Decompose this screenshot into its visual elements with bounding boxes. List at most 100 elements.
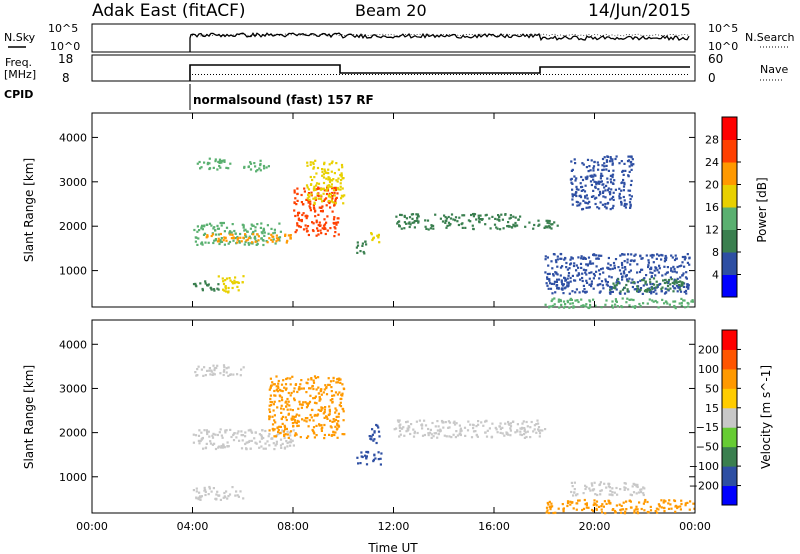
range-time-cell (538, 432, 542, 435)
range-time-cell (574, 192, 577, 195)
range-time-cell (514, 216, 517, 219)
range-time-cell (573, 488, 576, 491)
range-time-cell (308, 419, 311, 422)
range-time-cell (647, 288, 650, 291)
range-time-cell (239, 236, 242, 239)
range-time-cell (341, 383, 344, 386)
range-time-cell (322, 187, 325, 190)
range-time-cell (295, 422, 298, 425)
range-time-cell (429, 428, 432, 431)
range-time-cell (458, 216, 461, 219)
range-time-cell (315, 434, 318, 437)
range-time-cell (605, 159, 608, 162)
range-time-cell (592, 287, 595, 290)
range-time-cell (595, 257, 598, 260)
range-time-cell (569, 258, 572, 261)
range-time-cell (629, 493, 632, 496)
range-time-cell (606, 266, 609, 269)
range-time-cell (429, 227, 432, 230)
range-time-cell (224, 285, 227, 288)
range-time-cell (647, 261, 650, 264)
range-time-cell (612, 169, 615, 172)
range-time-cell (682, 272, 685, 275)
range-time-cell (584, 176, 587, 179)
range-time-cell (198, 491, 201, 494)
range-time-cell (478, 218, 481, 221)
range-time-cell (287, 436, 290, 439)
range-time-cell (195, 496, 198, 499)
range-time-cell (581, 162, 584, 165)
range-time-cell (289, 234, 292, 237)
range-time-cell (229, 428, 232, 431)
range-time-cell (244, 228, 247, 231)
range-time-cell (249, 162, 253, 165)
range-time-cell (280, 383, 284, 386)
range-time-cell (485, 435, 489, 438)
range-time-cell (357, 462, 360, 465)
range-time-cell (660, 287, 663, 290)
range-time-cell (595, 504, 598, 507)
range-time-cell (370, 232, 373, 235)
range-time-cell (470, 213, 473, 217)
range-time-cell (562, 510, 565, 513)
range-time-cell (660, 258, 663, 261)
range-time-cell (207, 430, 210, 433)
range-time-cell (549, 282, 552, 285)
range-time-cell (218, 160, 222, 163)
range-time-cell (277, 428, 280, 432)
range-time-cell (312, 222, 315, 225)
range-time-cell (257, 239, 260, 242)
range-time-cell (309, 163, 312, 166)
range-time-cell (312, 167, 315, 170)
range-time-cell (240, 447, 244, 450)
range-time-cell (636, 290, 639, 293)
range-time-cell (447, 221, 451, 224)
range-time-cell (605, 486, 608, 489)
range-time-cell (261, 239, 264, 242)
range-time-cell (600, 254, 603, 257)
range-time-cell (321, 426, 324, 429)
range-time-cell (603, 162, 606, 165)
range-time-cell (407, 222, 410, 225)
range-time-cell (648, 290, 651, 293)
range-time-cell (266, 224, 269, 227)
range-time-cell (283, 425, 287, 429)
range-time-cell (407, 425, 410, 428)
range-time-cell (609, 292, 612, 295)
range-time-cell (571, 302, 574, 305)
range-time-cell (671, 270, 674, 273)
range-time-cell (207, 493, 210, 496)
range-time-cell (689, 500, 692, 503)
range-time-cell (370, 435, 373, 438)
range-time-cell (216, 227, 220, 230)
range-time-cell (582, 268, 585, 271)
range-time-cell (231, 286, 234, 290)
range-time-cell (523, 429, 526, 433)
range-time-cell (286, 430, 289, 433)
range-time-cell (258, 433, 261, 436)
range-time-cell (242, 226, 245, 229)
range-time-cell (634, 508, 637, 511)
range-time-cell (225, 239, 228, 242)
range-time-cell (651, 271, 654, 275)
range-time-cell (448, 426, 451, 429)
velocity-range-time-cells (192, 364, 696, 515)
range-time-cell (638, 290, 641, 293)
range-time-cell (596, 206, 599, 209)
range-time-cell (296, 424, 299, 428)
range-time-cell (299, 225, 302, 229)
range-time-cell (212, 227, 215, 230)
range-time-cell (484, 223, 487, 226)
range-time-cell (275, 240, 278, 243)
range-time-cell (455, 422, 458, 425)
range-time-cell (665, 256, 668, 259)
range-time-cell (289, 394, 292, 397)
range-time-cell (672, 300, 675, 303)
range-time-cell (598, 505, 601, 508)
range-time-cell (278, 388, 281, 392)
range-time-cell (596, 493, 599, 497)
range-time-cell (645, 283, 648, 286)
colorbar-swatch (722, 485, 737, 506)
range-time-cell (579, 278, 582, 281)
